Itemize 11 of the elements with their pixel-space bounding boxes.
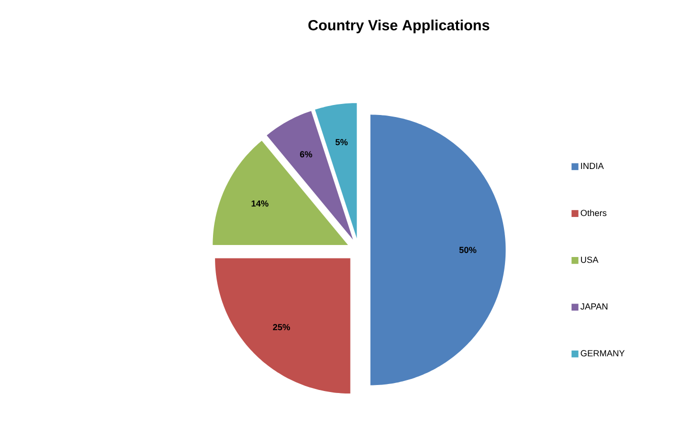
data-label: 6% [300,151,312,158]
data-label: 14% [252,200,268,206]
legend-label: INDIA [581,162,604,169]
legend-label: JAPAN [580,303,608,310]
data-label: 25% [272,324,290,330]
legend-label: Others [580,209,606,216]
chart-title: Country Vise Applications [308,19,490,34]
data-label: 5% [335,138,348,146]
data-label: 50% [459,246,476,253]
legend-label: GERMANY [580,350,625,356]
legend-label: USA [581,256,598,263]
